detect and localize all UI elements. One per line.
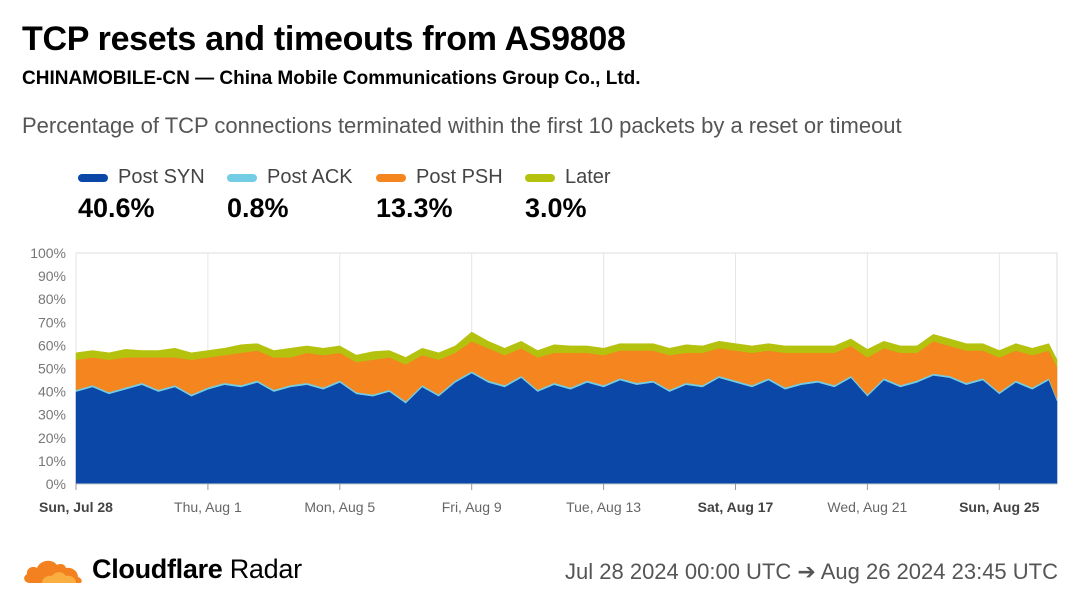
legend-item-later[interactable]: Later 3.0% <box>525 166 674 224</box>
legend-swatch <box>78 173 108 182</box>
legend-item-post-syn[interactable]: Post SYN 40.6% <box>78 166 227 224</box>
y-tick-label: 40% <box>38 384 66 400</box>
legend-name: Post SYN <box>118 166 205 188</box>
chart-subtitle: CHINAMOBILE-CN — China Mobile Communicat… <box>22 68 641 89</box>
cloudflare-logo: Cloudflare Radar <box>22 554 302 585</box>
date-range: Jul 28 2024 00:00 UTC ➔ Aug 26 2024 23:4… <box>565 559 1058 584</box>
legend-swatch <box>376 173 406 182</box>
chart-description: Percentage of TCP connections terminated… <box>22 113 902 138</box>
y-tick-label: 10% <box>38 453 66 469</box>
y-tick-label: 50% <box>38 361 66 377</box>
y-tick-label: 0% <box>46 476 66 492</box>
y-tick-label: 90% <box>38 268 66 284</box>
x-tick-label: Wed, Aug 21 <box>827 499 907 515</box>
chart-title: TCP resets and timeouts from AS9808 <box>22 20 626 58</box>
legend-value: 0.8% <box>227 193 289 223</box>
legend-swatch <box>525 173 555 182</box>
x-tick-label: Thu, Aug 1 <box>174 499 242 515</box>
legend-swatch <box>227 173 257 182</box>
y-tick-label: 80% <box>38 291 66 307</box>
legend-value: 3.0% <box>525 193 587 223</box>
legend-item-post-ack[interactable]: Post ACK 0.8% <box>227 166 376 224</box>
x-tick-label: Sat, Aug 17 <box>698 499 774 515</box>
x-tick-label: Fri, Aug 9 <box>442 499 502 515</box>
y-tick-label: 70% <box>38 314 66 330</box>
y-tick-label: 60% <box>38 337 66 353</box>
legend-name: Post ACK <box>267 166 353 188</box>
legend: Post SYN 40.6% Post ACK 0.8% Post PSH 13… <box>78 166 674 224</box>
legend-value: 13.3% <box>376 193 453 223</box>
legend-name: Post PSH <box>416 166 503 188</box>
x-tick-label: Mon, Aug 5 <box>304 499 375 515</box>
area-series-post-syn <box>75 372 1058 485</box>
y-tick-label: 30% <box>38 407 66 423</box>
area-chart: 0% 10% 20% 30% 40% 50% 60% 70% 80% 90% 100% Sun, Ju… <box>30 245 1058 515</box>
cloud-icon <box>24 560 82 583</box>
legend-name: Later <box>565 166 611 188</box>
legend-value: 40.6% <box>78 193 155 223</box>
x-tick-label: Sun, Aug 25 <box>959 499 1040 515</box>
brand-name: Cloudflare Radar <box>92 554 302 584</box>
x-tick-label: Sun, Jul 28 <box>39 499 113 515</box>
y-tick-label: 20% <box>38 430 66 446</box>
legend-item-post-psh[interactable]: Post PSH 13.3% <box>376 166 525 224</box>
area-series-later <box>75 331 1058 367</box>
x-tick-label: Tue, Aug 13 <box>566 499 641 515</box>
y-tick-label: 100% <box>30 245 66 261</box>
